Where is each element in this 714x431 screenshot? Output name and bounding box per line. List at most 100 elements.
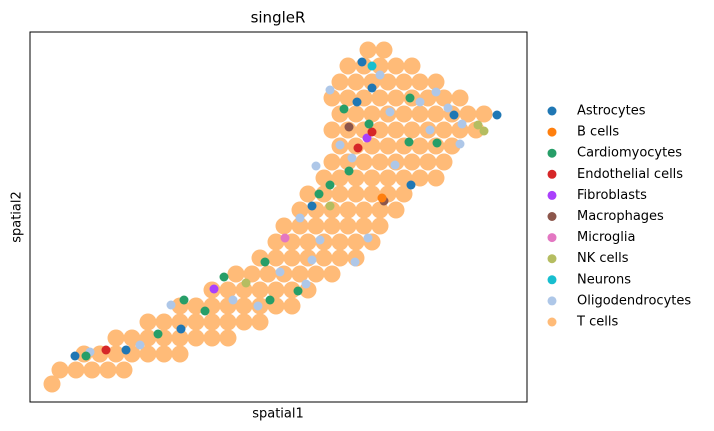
- point: [406, 180, 416, 190]
- legend-marker: [547, 254, 557, 264]
- y-axis-label: spatial2: [10, 191, 25, 243]
- legend-label: Endothelial cells: [577, 167, 683, 182]
- point: [155, 313, 173, 331]
- point: [367, 127, 377, 137]
- point: [350, 257, 360, 267]
- legend-label: Macrophages: [577, 209, 664, 224]
- point: [347, 105, 365, 123]
- point: [427, 73, 445, 91]
- point: [314, 189, 324, 199]
- point: [379, 73, 397, 91]
- point: [275, 267, 285, 277]
- point: [435, 153, 453, 171]
- legend-label: Oligodendrocytes: [577, 293, 691, 308]
- point: [135, 340, 145, 350]
- point: [443, 103, 453, 113]
- point: [315, 235, 325, 245]
- point: [375, 70, 385, 80]
- point: [311, 161, 321, 171]
- point: [427, 105, 445, 123]
- point: [352, 97, 362, 107]
- point: [235, 297, 253, 315]
- point: [307, 201, 317, 211]
- point: [344, 122, 354, 132]
- point: [331, 73, 349, 91]
- point: [387, 201, 405, 219]
- point: [219, 313, 237, 331]
- point: [353, 143, 363, 153]
- legend-marker: [547, 190, 557, 200]
- point: [449, 110, 459, 120]
- point: [347, 73, 365, 91]
- legend-label: B cells: [577, 125, 619, 140]
- point: [479, 126, 489, 136]
- point: [166, 300, 176, 310]
- point: [355, 217, 373, 235]
- point: [355, 201, 373, 219]
- point: [260, 257, 270, 267]
- point: [179, 295, 189, 305]
- legend-label: NK cells: [577, 251, 629, 266]
- point: [425, 125, 435, 135]
- point: [363, 105, 381, 123]
- point: [411, 137, 429, 155]
- point: [235, 313, 253, 331]
- point: [176, 324, 186, 334]
- point: [275, 217, 293, 235]
- point: [265, 295, 275, 305]
- point: [107, 345, 125, 363]
- point: [253, 301, 263, 311]
- point: [121, 345, 131, 355]
- point: [367, 61, 377, 71]
- point: [323, 217, 341, 235]
- point: [251, 281, 269, 299]
- point: [339, 217, 357, 235]
- point: [293, 286, 303, 296]
- point: [323, 121, 341, 139]
- point: [291, 217, 309, 235]
- point: [344, 166, 354, 176]
- point: [299, 185, 317, 203]
- point: [203, 329, 221, 347]
- point: [355, 153, 373, 171]
- point: [395, 105, 413, 123]
- point: [435, 121, 453, 139]
- point: [357, 57, 367, 67]
- point: [259, 265, 277, 283]
- point: [395, 185, 413, 203]
- point: [307, 217, 325, 235]
- points: [43, 41, 502, 393]
- point: [457, 119, 467, 129]
- chart-title: singleR: [251, 9, 306, 27]
- point: [187, 313, 205, 331]
- point: [451, 89, 469, 107]
- legend-label: Cardiomyocytes: [577, 146, 682, 161]
- point: [362, 133, 372, 143]
- point: [367, 83, 377, 93]
- point: [387, 57, 405, 75]
- point: [347, 153, 357, 163]
- x-axis-label: spatial1: [252, 407, 304, 422]
- legend-label: T cells: [576, 315, 618, 330]
- point: [307, 255, 317, 265]
- point: [339, 104, 349, 114]
- point: [139, 329, 157, 347]
- point: [115, 361, 133, 379]
- point: [347, 233, 365, 251]
- point: [475, 105, 493, 123]
- legend-label: Neurons: [577, 272, 631, 287]
- point: [403, 57, 421, 75]
- point: [404, 137, 414, 147]
- legend-marker: [547, 317, 557, 327]
- point: [187, 329, 205, 347]
- point: [99, 361, 117, 379]
- point: [267, 233, 285, 251]
- point: [301, 279, 311, 289]
- point: [267, 249, 285, 267]
- point: [387, 89, 405, 107]
- legend: Astrocytes B cells Cardiomyocytes Endotheli…: [547, 104, 691, 330]
- legend-label: Astrocytes: [577, 104, 646, 119]
- legend-marker: [547, 212, 557, 221]
- legend-marker: [547, 275, 557, 285]
